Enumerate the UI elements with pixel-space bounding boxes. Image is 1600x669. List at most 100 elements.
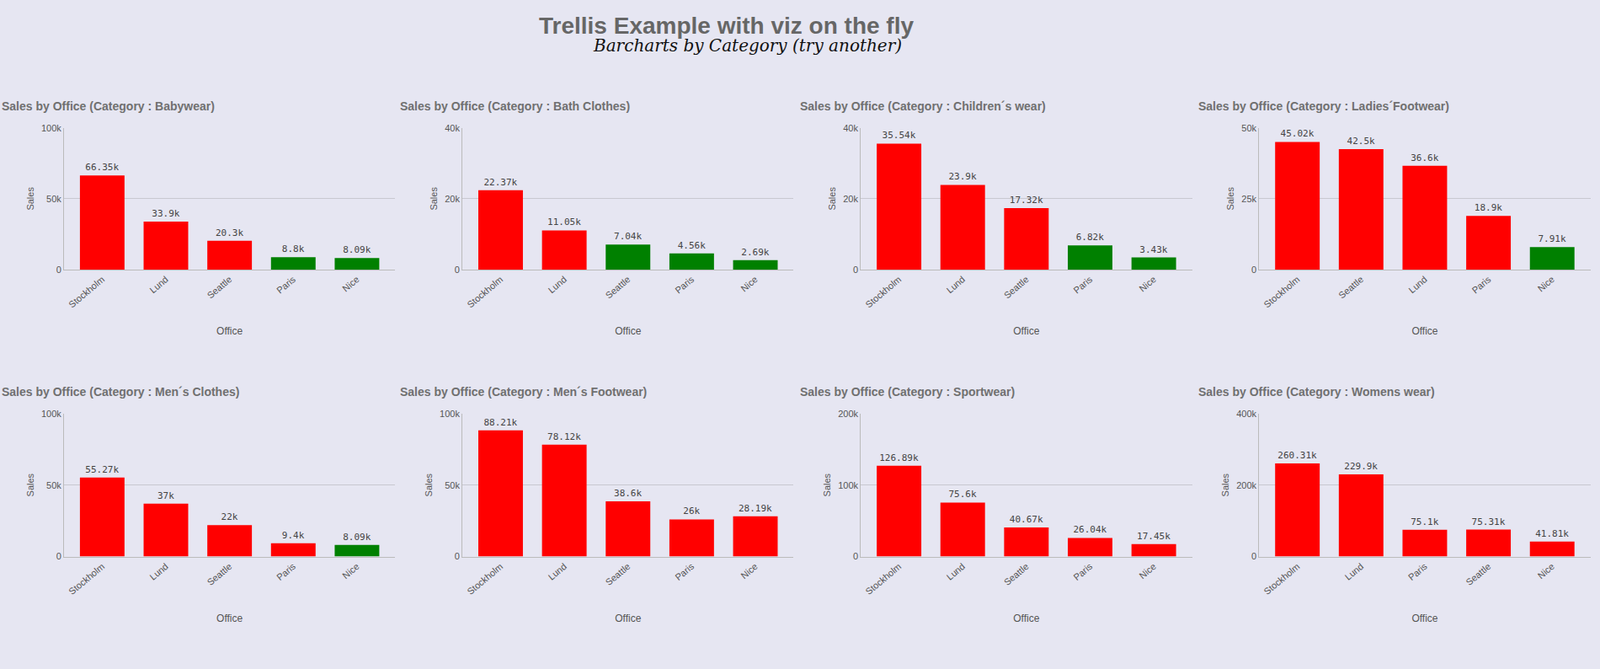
svg-text:8.8k: 8.8k [282,243,305,255]
svg-text:Lund: Lund [1406,273,1429,295]
svg-text:8.09k: 8.09k [342,531,371,543]
svg-text:Sales: Sales [821,472,832,496]
svg-text:Office: Office [1411,325,1438,337]
svg-text:Seattle: Seattle [1002,560,1031,587]
svg-text:Stockholm: Stockholm [66,273,107,310]
svg-text:Sales: Sales [25,472,36,496]
svg-text:Sales by Office (Category : Ba: Sales by Office (Category : Babywear) [1,99,215,113]
svg-text:Office: Office [216,612,243,624]
svg-text:Sales: Sales [25,186,36,211]
svg-text:Stockholm: Stockholm [464,273,505,310]
svg-text:7.04k: 7.04k [613,230,642,242]
svg-text:Lund: Lund [1343,560,1366,582]
svg-text:28.19k: 28.19k [738,502,773,514]
svg-text:Paris: Paris [1071,273,1094,296]
svg-text:35.54k: 35.54k [882,129,917,141]
svg-text:0: 0 [454,550,460,561]
svg-text:55.27k: 55.27k [85,464,119,475]
svg-text:Office: Office [614,612,641,624]
svg-text:Sales by Office (Category : La: Sales by Office (Category : Ladies´Footw… [1198,99,1450,113]
svg-text:0: 0 [454,264,460,275]
svg-text:40k: 40k [842,122,859,134]
svg-text:Office: Office [1013,612,1040,624]
svg-text:Paris: Paris [274,560,298,583]
svg-text:Nice: Nice [340,273,362,294]
svg-text:Seattle: Seattle [205,273,235,300]
svg-text:20k: 20k [444,193,460,204]
svg-text:45.02k: 45.02k [1280,128,1315,139]
svg-text:Office: Office [1013,325,1040,337]
svg-text:Office: Office [216,325,243,337]
svg-text:Nice: Nice [1136,273,1158,294]
svg-text:Barcharts by Category (try ano: Barcharts by Category (try another) [592,35,902,56]
svg-text:0: 0 [853,264,859,275]
svg-text:400k: 400k [1236,408,1257,419]
svg-text:11.05k: 11.05k [547,216,582,228]
svg-text:Lund: Lund [147,560,170,582]
svg-text:Paris: Paris [672,273,696,296]
svg-text:0: 0 [1251,264,1257,275]
svg-text:22.37k: 22.37k [483,176,518,188]
svg-text:Seattle: Seattle [603,560,633,587]
svg-text:100k: 100k [41,122,62,134]
svg-text:50k: 50k [444,480,460,491]
svg-text:8.09k: 8.09k [342,244,371,256]
svg-text:260.31k: 260.31k [1277,449,1318,461]
svg-text:75.6k: 75.6k [948,488,976,500]
svg-text:Stockholm: Stockholm [863,273,903,310]
svg-text:Seattle: Seattle [603,273,633,300]
svg-text:0: 0 [853,550,859,561]
svg-text:200k: 200k [1236,480,1257,491]
svg-text:2.69k: 2.69k [741,246,769,258]
svg-text:17.32k: 17.32k [1009,194,1044,206]
svg-text:Lund: Lund [545,273,568,295]
svg-text:Sales by Office (Category : Wo: Sales by Office (Category : Womens wear) [1198,384,1435,399]
svg-text:Office: Office [614,325,641,337]
svg-text:9.4k: 9.4k [282,529,305,541]
svg-text:40.67k: 40.67k [1009,513,1044,525]
svg-text:3.43k: 3.43k [1139,244,1168,256]
svg-text:50k: 50k [46,480,62,491]
svg-text:7.91k: 7.91k [1537,233,1566,245]
svg-text:36.6k: 36.6k [1410,152,1439,164]
svg-text:Sales: Sales [428,186,439,211]
svg-text:Lund: Lund [147,273,170,295]
svg-text:0: 0 [56,550,62,561]
svg-text:Stockholm: Stockholm [66,560,107,597]
svg-text:20.3k: 20.3k [215,227,244,239]
svg-text:Nice: Nice [340,560,362,581]
svg-text:26k: 26k [682,505,700,517]
svg-text:Paris: Paris [274,273,298,296]
svg-text:88.21k: 88.21k [483,416,518,428]
svg-text:Seattle: Seattle [1463,560,1493,587]
svg-text:40k: 40k [444,122,460,134]
svg-text:50k: 50k [46,193,62,204]
svg-text:Paris: Paris [1406,560,1430,583]
svg-text:Sales: Sales [423,472,434,496]
svg-text:41.81k: 41.81k [1535,528,1569,539]
svg-text:23.9k: 23.9k [948,170,976,182]
svg-text:26.04k: 26.04k [1072,523,1107,535]
svg-text:20k: 20k [842,193,859,204]
svg-text:75.1k: 75.1k [1410,516,1439,528]
svg-text:Stockholm: Stockholm [1261,560,1302,597]
svg-text:Nice: Nice [738,273,760,294]
svg-text:50k: 50k [1241,122,1257,134]
svg-text:Nice: Nice [738,560,760,581]
svg-text:Sales: Sales [1225,186,1236,211]
svg-text:Sales by Office (Category : Ba: Sales by Office (Category : Bath Clothes… [400,99,630,113]
svg-text:Nice: Nice [1136,560,1158,581]
svg-text:Sales by Office (Category : Sp: Sales by Office (Category : Sportwear) [800,384,1015,399]
svg-text:6.82k: 6.82k [1076,231,1104,243]
svg-text:4.56k: 4.56k [677,240,706,251]
svg-text:17.45k: 17.45k [1136,530,1171,542]
svg-text:37k: 37k [157,490,175,502]
svg-text:Stockholm: Stockholm [464,560,505,597]
svg-text:Paris: Paris [1469,273,1493,296]
svg-text:Lund: Lund [545,560,568,582]
svg-text:Seattle: Seattle [205,560,235,587]
svg-text:126.89k: 126.89k [879,452,919,464]
svg-text:Trellis Example with viz on th: Trellis Example with viz on the fly [538,12,914,39]
svg-text:Sales by Office (Category : Me: Sales by Office (Category : Men´s Footwe… [400,384,647,399]
svg-text:33.9k: 33.9k [151,208,180,219]
